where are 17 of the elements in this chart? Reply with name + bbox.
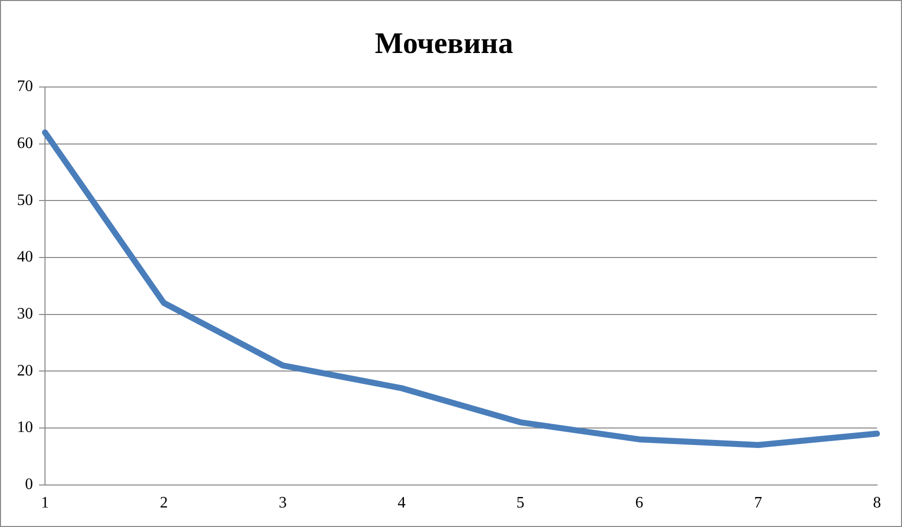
x-tick-label: 3 bbox=[278, 494, 287, 512]
y-tick-label: 0 bbox=[25, 476, 33, 494]
x-tick-label: 2 bbox=[160, 494, 168, 512]
x-tick-label: 8 bbox=[873, 494, 881, 512]
y-tick-label: 30 bbox=[17, 306, 33, 323]
x-tick-label: 1 bbox=[41, 494, 49, 512]
x-tick-label: 5 bbox=[516, 494, 524, 512]
y-tick-label: 60 bbox=[17, 135, 33, 152]
x-tick-label: 4 bbox=[398, 494, 406, 512]
chart-title: Мочевина bbox=[374, 26, 514, 60]
y-tick-label: 10 bbox=[17, 419, 33, 436]
y-tick-label: 40 bbox=[17, 248, 33, 266]
x-tick-label: 7 bbox=[754, 494, 762, 512]
y-tick-label: 70 bbox=[17, 78, 33, 96]
x-tick-label: 6 bbox=[635, 494, 644, 512]
y-tick-label: 20 bbox=[17, 362, 33, 380]
y-tick-label: 50 bbox=[17, 192, 33, 209]
